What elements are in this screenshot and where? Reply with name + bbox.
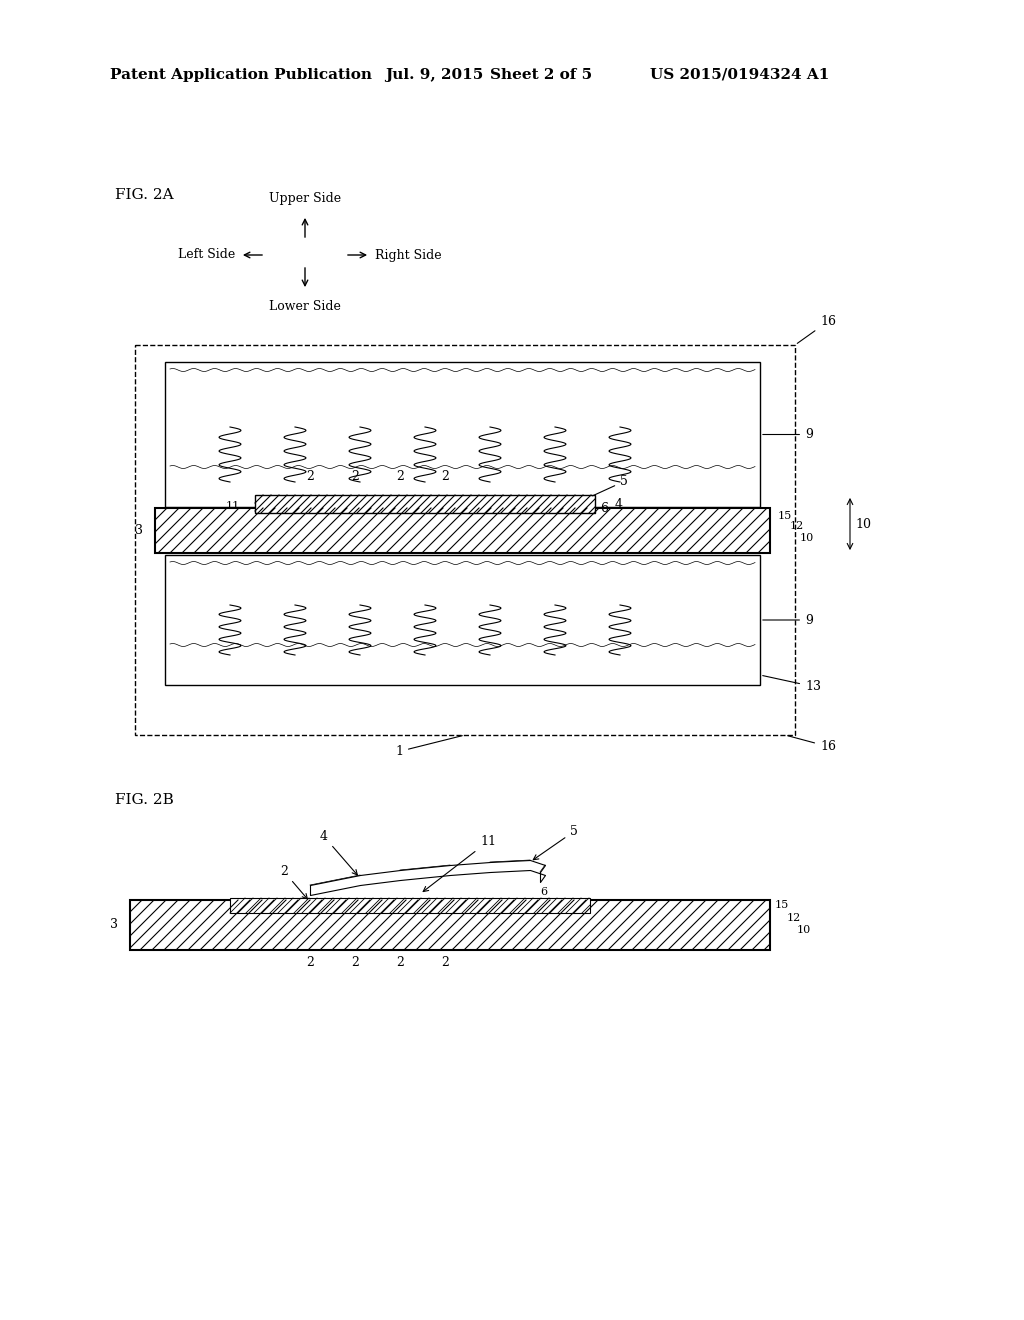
- Bar: [130, 900, 770, 950]
- Text: FIG. 2B: FIG. 2B: [115, 793, 174, 807]
- Text: 10: 10: [855, 517, 871, 531]
- Text: 12: 12: [787, 913, 801, 923]
- Text: 3: 3: [110, 919, 118, 932]
- Text: 16: 16: [787, 735, 836, 752]
- Text: 2: 2: [396, 956, 403, 969]
- Text: 3: 3: [135, 524, 143, 537]
- Text: 4: 4: [615, 499, 623, 511]
- Text: 11: 11: [423, 836, 496, 891]
- Text: 6: 6: [600, 502, 608, 515]
- Text: 4: 4: [319, 830, 357, 875]
- Text: 10: 10: [797, 925, 811, 935]
- Text: Upper Side: Upper Side: [269, 191, 341, 205]
- Text: 13: 13: [763, 676, 821, 693]
- Text: Lower Side: Lower Side: [269, 300, 341, 313]
- Text: 2: 2: [441, 470, 449, 483]
- Bar: [230, 898, 590, 913]
- Text: 11: 11: [225, 502, 240, 511]
- Text: 5: 5: [534, 825, 578, 859]
- Text: Right Side: Right Side: [375, 248, 441, 261]
- Bar: [155, 508, 770, 553]
- Bar: [255, 495, 595, 513]
- Text: 2: 2: [351, 956, 359, 969]
- Text: 2: 2: [306, 470, 314, 483]
- Text: US 2015/0194324 A1: US 2015/0194324 A1: [650, 69, 829, 82]
- Text: 1: 1: [395, 735, 462, 758]
- Text: 10: 10: [800, 533, 814, 543]
- Text: 16: 16: [798, 315, 836, 343]
- Text: 15: 15: [775, 900, 790, 909]
- Text: Jul. 9, 2015: Jul. 9, 2015: [385, 69, 483, 82]
- Text: Left Side: Left Side: [178, 248, 234, 261]
- Text: 2: 2: [280, 865, 307, 899]
- Text: Sheet 2 of 5: Sheet 2 of 5: [490, 69, 592, 82]
- Text: 9: 9: [763, 428, 813, 441]
- Text: 2: 2: [396, 470, 403, 483]
- Text: FIG. 2A: FIG. 2A: [115, 187, 174, 202]
- Text: 9: 9: [763, 614, 813, 627]
- Text: 2: 2: [441, 956, 449, 969]
- Text: 2: 2: [351, 470, 359, 483]
- Text: 2: 2: [306, 956, 314, 969]
- Text: 5: 5: [593, 475, 628, 496]
- Text: 12: 12: [790, 521, 804, 531]
- Text: 6: 6: [540, 887, 547, 898]
- Text: Patent Application Publication: Patent Application Publication: [110, 69, 372, 82]
- Text: 15: 15: [778, 511, 793, 521]
